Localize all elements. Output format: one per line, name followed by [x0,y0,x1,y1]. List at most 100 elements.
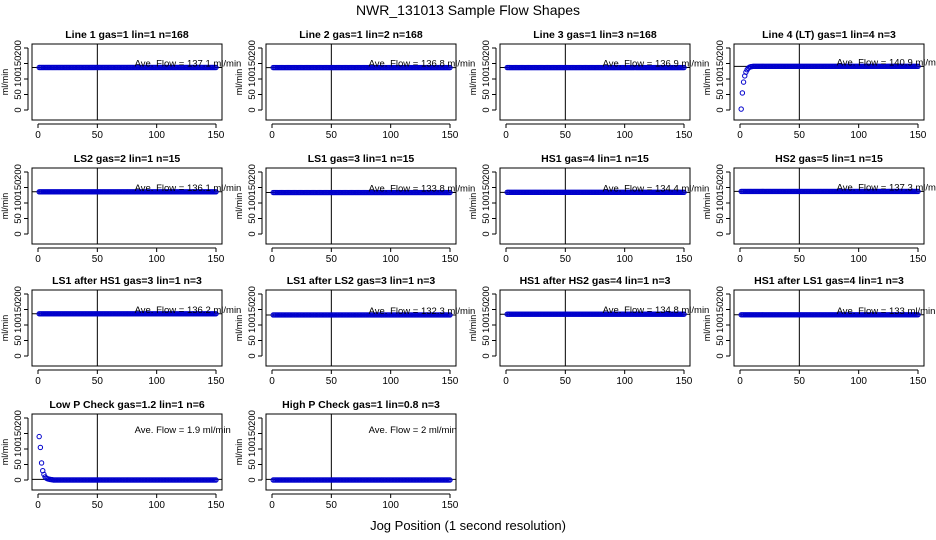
panel-5: LS2 gas=2 lin=1 n=150 50 100 15005010015020… [0,153,241,265]
panel-9: LS1 after HS1 gas=3 lin=1 n=30 50 100 15005… [0,275,241,387]
panel-10-y-label: ml/min [234,315,244,342]
panel-8-x-tick-label: 50 [794,254,806,265]
panel-3-y-label: ml/min [468,69,478,96]
panel-9-y-tick-label: 50 [13,335,24,346]
panel-9-y-tick-label: 200 [13,286,24,302]
panel-12-y-tick-label: 50 [715,335,726,346]
panel-7-x-tick-label: 100 [616,254,633,265]
panel-4-title: Line 4 (LT) gas=1 lin=4 n=3 [762,29,896,41]
panel-7-y-tick-label: 150 [481,180,492,196]
panel-14-x-tick-label: 100 [382,500,399,511]
panel-8-annotation: Ave. Flow = 137.3 ml/min [837,182,936,193]
panel-10-x-tick-label: 100 [382,376,399,387]
panel-10-y-tick-label: 200 [247,286,258,302]
panel-1-y-tick-label: 150 [13,56,24,72]
panel-5-y-tick-label: 100 [13,195,24,211]
panel-14-x-tick-label: 0 [269,500,275,511]
panel-13-y-tick-label: 150 [13,426,24,442]
panel-2-point [447,64,453,71]
panel-9-x-tick-label: 100 [148,376,165,387]
panel-10-y-tick-label: 100 [247,317,258,333]
panel-13-point [36,433,42,440]
figure-title: NWR_131013 Sample Flow Shapes [355,2,581,18]
panel-6-x-tick-label: 100 [382,254,399,265]
panel-2-y-tick-label: 150 [247,56,258,72]
panel-9-y-tick-label: 150 [13,302,24,318]
panel-11-x-tick-label: 0 [503,376,509,387]
panel-13-annotation: Ave. Flow = 1.9 ml/min [135,425,231,436]
panel-2-x-tick-label: 50 [326,130,338,141]
panel-4-y-tick-label: 100 [715,71,726,87]
panel-3-point [681,64,687,71]
panel-5-y-label: ml/min [0,193,10,220]
panel-11-title: HS1 after HS2 gas=4 lin=1 n=3 [520,275,671,287]
panel-13-y-tick-label: 200 [13,410,24,426]
panel-11-y-tick-label: 200 [481,286,492,302]
panel-2-y-label: ml/min [234,69,244,96]
panel-5-x-tick-label: 100 [148,254,165,265]
panel-3-y-tick-label: 0 [481,107,492,112]
panel-9-title: LS1 after HS1 gas=3 lin=1 n=3 [52,275,202,287]
panel-14-y-tick-label: 50 [247,459,258,470]
panel-5-x-tick-label: 150 [208,254,225,265]
panel-9-point [213,311,219,317]
panel-7-title: HS1 gas=4 lin=1 n=15 [541,153,649,165]
panel-1-frame [31,43,223,121]
panel-9-frame [31,289,223,367]
panel-1-point [213,64,219,71]
panel-8-x-tick-label: 0 [737,254,743,265]
panel-4-point [740,79,747,85]
panel-11-y-tick-label: 50 [481,335,492,346]
panel-14: High P Check gas=1 lin=0.8 n=3 0 50 100 150 0… [234,399,459,511]
panel-5-title: LS2 gas=2 lin=1 n=15 [74,153,181,165]
panel-2-y-tick-label: 100 [247,71,258,87]
panel-13-x-tick-label: 100 [148,500,165,511]
panel-3-y-tick-label: 100 [481,71,492,87]
panel-5-x-tick-label: 50 [92,254,104,265]
panel-10-title: LS1 after LS2 gas=3 lin=1 n=3 [287,275,436,287]
panel-12-x-tick-label: 100 [850,376,867,387]
panel-9-y-tick-label: 0 [13,353,24,358]
panel-13-y-label: ml/min [0,439,10,466]
panel-7: HS1 gas=4 lin=1 n=150 50 100 15005010015020… [468,153,709,265]
panel-4-point [738,106,744,112]
panel-10-x-tick-label: 0 [269,376,275,387]
panel-8-y-tick-label: 0 [715,231,726,236]
panel-14-title: High P Check gas=1 lin=0.8 n=3 [282,399,440,411]
panel-8-title: HS2 gas=5 lin=1 n=15 [775,153,883,165]
panel-1-title: Line 1 gas=1 lin=1 n=168 [65,29,189,41]
panel-14-y-tick-label: 150 [247,426,258,442]
panel-14-y-tick-label: 200 [247,410,258,426]
panel-6-y-tick-label: 0 [247,231,258,236]
panel-13: Low P Check gas=1.2 lin=1 n=60 50 100 15005… [0,399,231,511]
panel-6-x-tick-label: 0 [269,254,275,265]
panel-6-title: LS1 gas=3 lin=1 n=15 [308,153,415,165]
panel-6-annotation: Ave. Flow = 133.8 ml/min [369,184,476,195]
panel-4-x-tick-label: 0 [737,130,743,141]
panel-4: Line 4 (LT) gas=1 lin=4 n=30 50 100 1500501… [702,29,936,141]
panel-5-y-tick-label: 150 [13,180,24,196]
panel-13-x-tick-label: 150 [208,500,225,511]
panel-12-point [915,312,921,318]
panel-10-annotation: Ave. Flow = 132.3 ml/min [369,306,476,317]
panel-2-x-tick-label: 0 [269,130,275,141]
panel-4-point [739,90,746,96]
panel-11-y-tick-label: 100 [481,317,492,333]
panel-12-y-tick-label: 100 [715,317,726,333]
panel-9-x-tick-label: 50 [92,376,104,387]
panel-10: LS1 after LS2 gas=3 lin=1 n=30 50 100 15005… [234,275,475,387]
panel-1-x-tick-label: 150 [208,130,225,141]
panel-11-y-tick-label: 150 [481,302,492,318]
panel-9-y-label: ml/min [0,315,10,342]
panel-7-annotation: Ave. Flow = 134.4 ml/min [603,183,710,194]
panel-14-y-tick-label: 0 [247,477,258,482]
panel-14-annotation: Ave. Flow = 2 ml/min [369,425,457,436]
panel-2-frame [265,43,457,121]
panel-2-x-tick-label: 150 [442,130,459,141]
panel-1-y-label: ml/min [0,69,10,96]
panel-5-y-tick-label: 200 [13,164,24,180]
panel-9-y-tick-label: 100 [13,317,24,333]
